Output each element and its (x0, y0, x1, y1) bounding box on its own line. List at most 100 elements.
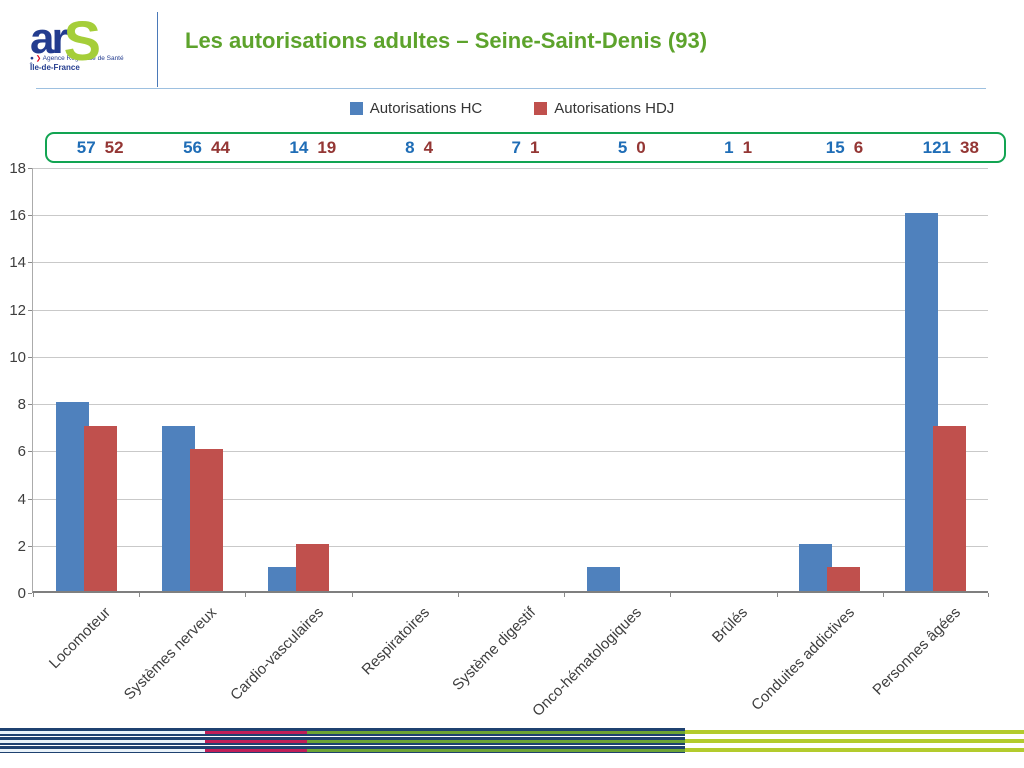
totals-hdj-value: 1 (529, 137, 540, 157)
y-axis-tick (28, 498, 32, 500)
x-axis-label: Personnes âgées (869, 604, 964, 699)
footer-stripes (0, 728, 1024, 753)
totals-hdj-value: 1 (742, 137, 753, 157)
gridline (33, 404, 988, 406)
legend-swatch-hc-icon (349, 102, 363, 115)
ars-logo-s-text: S (63, 9, 101, 72)
ars-logo: arS ● ❯ Agence Régionale de Santé Île-de… (30, 6, 155, 86)
footer-ribbon-middle (0, 748, 685, 752)
totals-hc-value: 121 (922, 137, 952, 157)
totals-pair: 15 6 (791, 138, 897, 158)
y-axis-tick (28, 593, 32, 594)
totals-pair: 121 38 (898, 138, 1004, 158)
totals-hdj-value: 38 (960, 137, 979, 157)
totals-hc-value: 15 (825, 137, 845, 157)
bar-hc (268, 567, 302, 591)
totals-hc-value: 57 (76, 137, 96, 157)
legend-label-hdj: Autorisations HDJ (554, 100, 675, 117)
ars-logo-tagline-text: Agence Régionale de Santé (42, 55, 124, 62)
y-axis-tick (28, 356, 32, 358)
totals-hdj-value: 6 (853, 137, 864, 157)
y-axis-tick (28, 309, 32, 311)
bar-hdj (933, 425, 967, 591)
totals-hc-value: 1 (724, 137, 734, 157)
legend-label-hc: Autorisations HC (369, 100, 483, 117)
x-axis-label: Systèmes nerveux (121, 604, 221, 704)
y-axis-tick-label: 8 (17, 396, 26, 414)
y-axis-tick-label: 18 (9, 160, 26, 177)
x-axis-tick (988, 593, 989, 597)
header-rule (36, 88, 986, 89)
x-axis-tick (139, 593, 141, 597)
gridline (33, 262, 988, 264)
y-axis-tick (28, 168, 32, 169)
y-axis-tick-label: 12 (9, 301, 26, 319)
y-axis-tick-label: 14 (9, 254, 26, 272)
bar-hc (905, 213, 939, 591)
footer-ribbon-middle (0, 739, 685, 743)
gridline (33, 215, 988, 217)
y-axis-tick (28, 404, 32, 406)
bar-hc (586, 567, 620, 591)
x-axis-tick (670, 593, 672, 597)
x-axis-label: Cardio-vasculaires (226, 604, 327, 704)
x-axis-label: Locomoteur (46, 604, 115, 673)
gridline (33, 168, 988, 169)
totals-hdj-value: 44 (210, 137, 230, 157)
x-axis-label: Système digestif (449, 604, 540, 694)
totals-pair: 57 52 (47, 138, 153, 158)
footer-ribbon (0, 728, 1024, 736)
page-title: Les autorisations adultes – Seine-Saint-… (185, 28, 708, 53)
y-axis-tick-label: 0 (17, 585, 26, 602)
footer-ribbon-tail (685, 739, 1024, 743)
x-axis-tick (351, 593, 353, 597)
x-axis-tick (245, 593, 247, 597)
arrow-icon: ❯ (35, 55, 42, 62)
legend-item-hc: Autorisations HC (349, 100, 483, 117)
legend-item-hdj: Autorisations HDJ (534, 100, 674, 117)
bar-hc (799, 543, 833, 591)
x-axis-tick (457, 593, 459, 597)
x-axis-label: Respiratoires (358, 604, 433, 679)
x-axis-tick (564, 593, 566, 597)
y-axis-tick-label: 2 (17, 537, 26, 555)
y-axis-tick-label: 10 (9, 348, 26, 366)
y-axis-tick (28, 262, 32, 264)
totals-hc-value: 5 (617, 137, 628, 157)
x-axis-tick (776, 593, 778, 597)
footer-ribbon (0, 746, 1024, 753)
chart-legend: Autorisations HC Autorisations HDJ (0, 100, 1024, 117)
totals-pair: 14 19 (260, 138, 366, 158)
ars-logo-wordmark: arS (30, 6, 155, 69)
header-vertical-separator (157, 12, 158, 87)
footer-ribbon (0, 737, 1024, 745)
bullet-icon: ● (30, 55, 34, 62)
gridline (33, 498, 988, 500)
footer-ribbon-tail (685, 730, 1024, 734)
x-axis-tick (882, 593, 884, 597)
totals-hdj-value: 19 (317, 137, 337, 157)
gridline (33, 451, 988, 453)
totals-hc-value: 56 (183, 137, 202, 157)
ars-logo-ar-text: ar (30, 14, 69, 63)
bar-hdj (827, 567, 861, 591)
footer-ribbon-tail (685, 748, 1024, 752)
totals-hc-value: 7 (511, 137, 521, 157)
y-axis-tick (28, 451, 32, 453)
ars-logo-tagline: ● ❯ Agence Régionale de Santé (30, 54, 155, 62)
y-axis-tick-label: 4 (17, 490, 26, 508)
y-axis-tick (28, 545, 32, 547)
totals-hdj-value: 52 (104, 137, 124, 157)
totals-hc-value: 8 (405, 137, 415, 157)
y-axis-tick-label: 16 (9, 207, 26, 225)
footer-ribbon-middle (0, 730, 685, 734)
bar-hdj (83, 425, 117, 591)
totals-box: 57 52 56 44 14 19 8 4 7 1 5 0 1 1 15 6 121 38 (45, 132, 1006, 163)
y-axis: 0 2 4 6 8 10 12 14 16 18 (0, 161, 28, 601)
totals-pair: 56 44 (153, 138, 259, 158)
bar-hc (55, 402, 89, 591)
bar-hc (161, 425, 195, 591)
gridline (33, 309, 988, 311)
